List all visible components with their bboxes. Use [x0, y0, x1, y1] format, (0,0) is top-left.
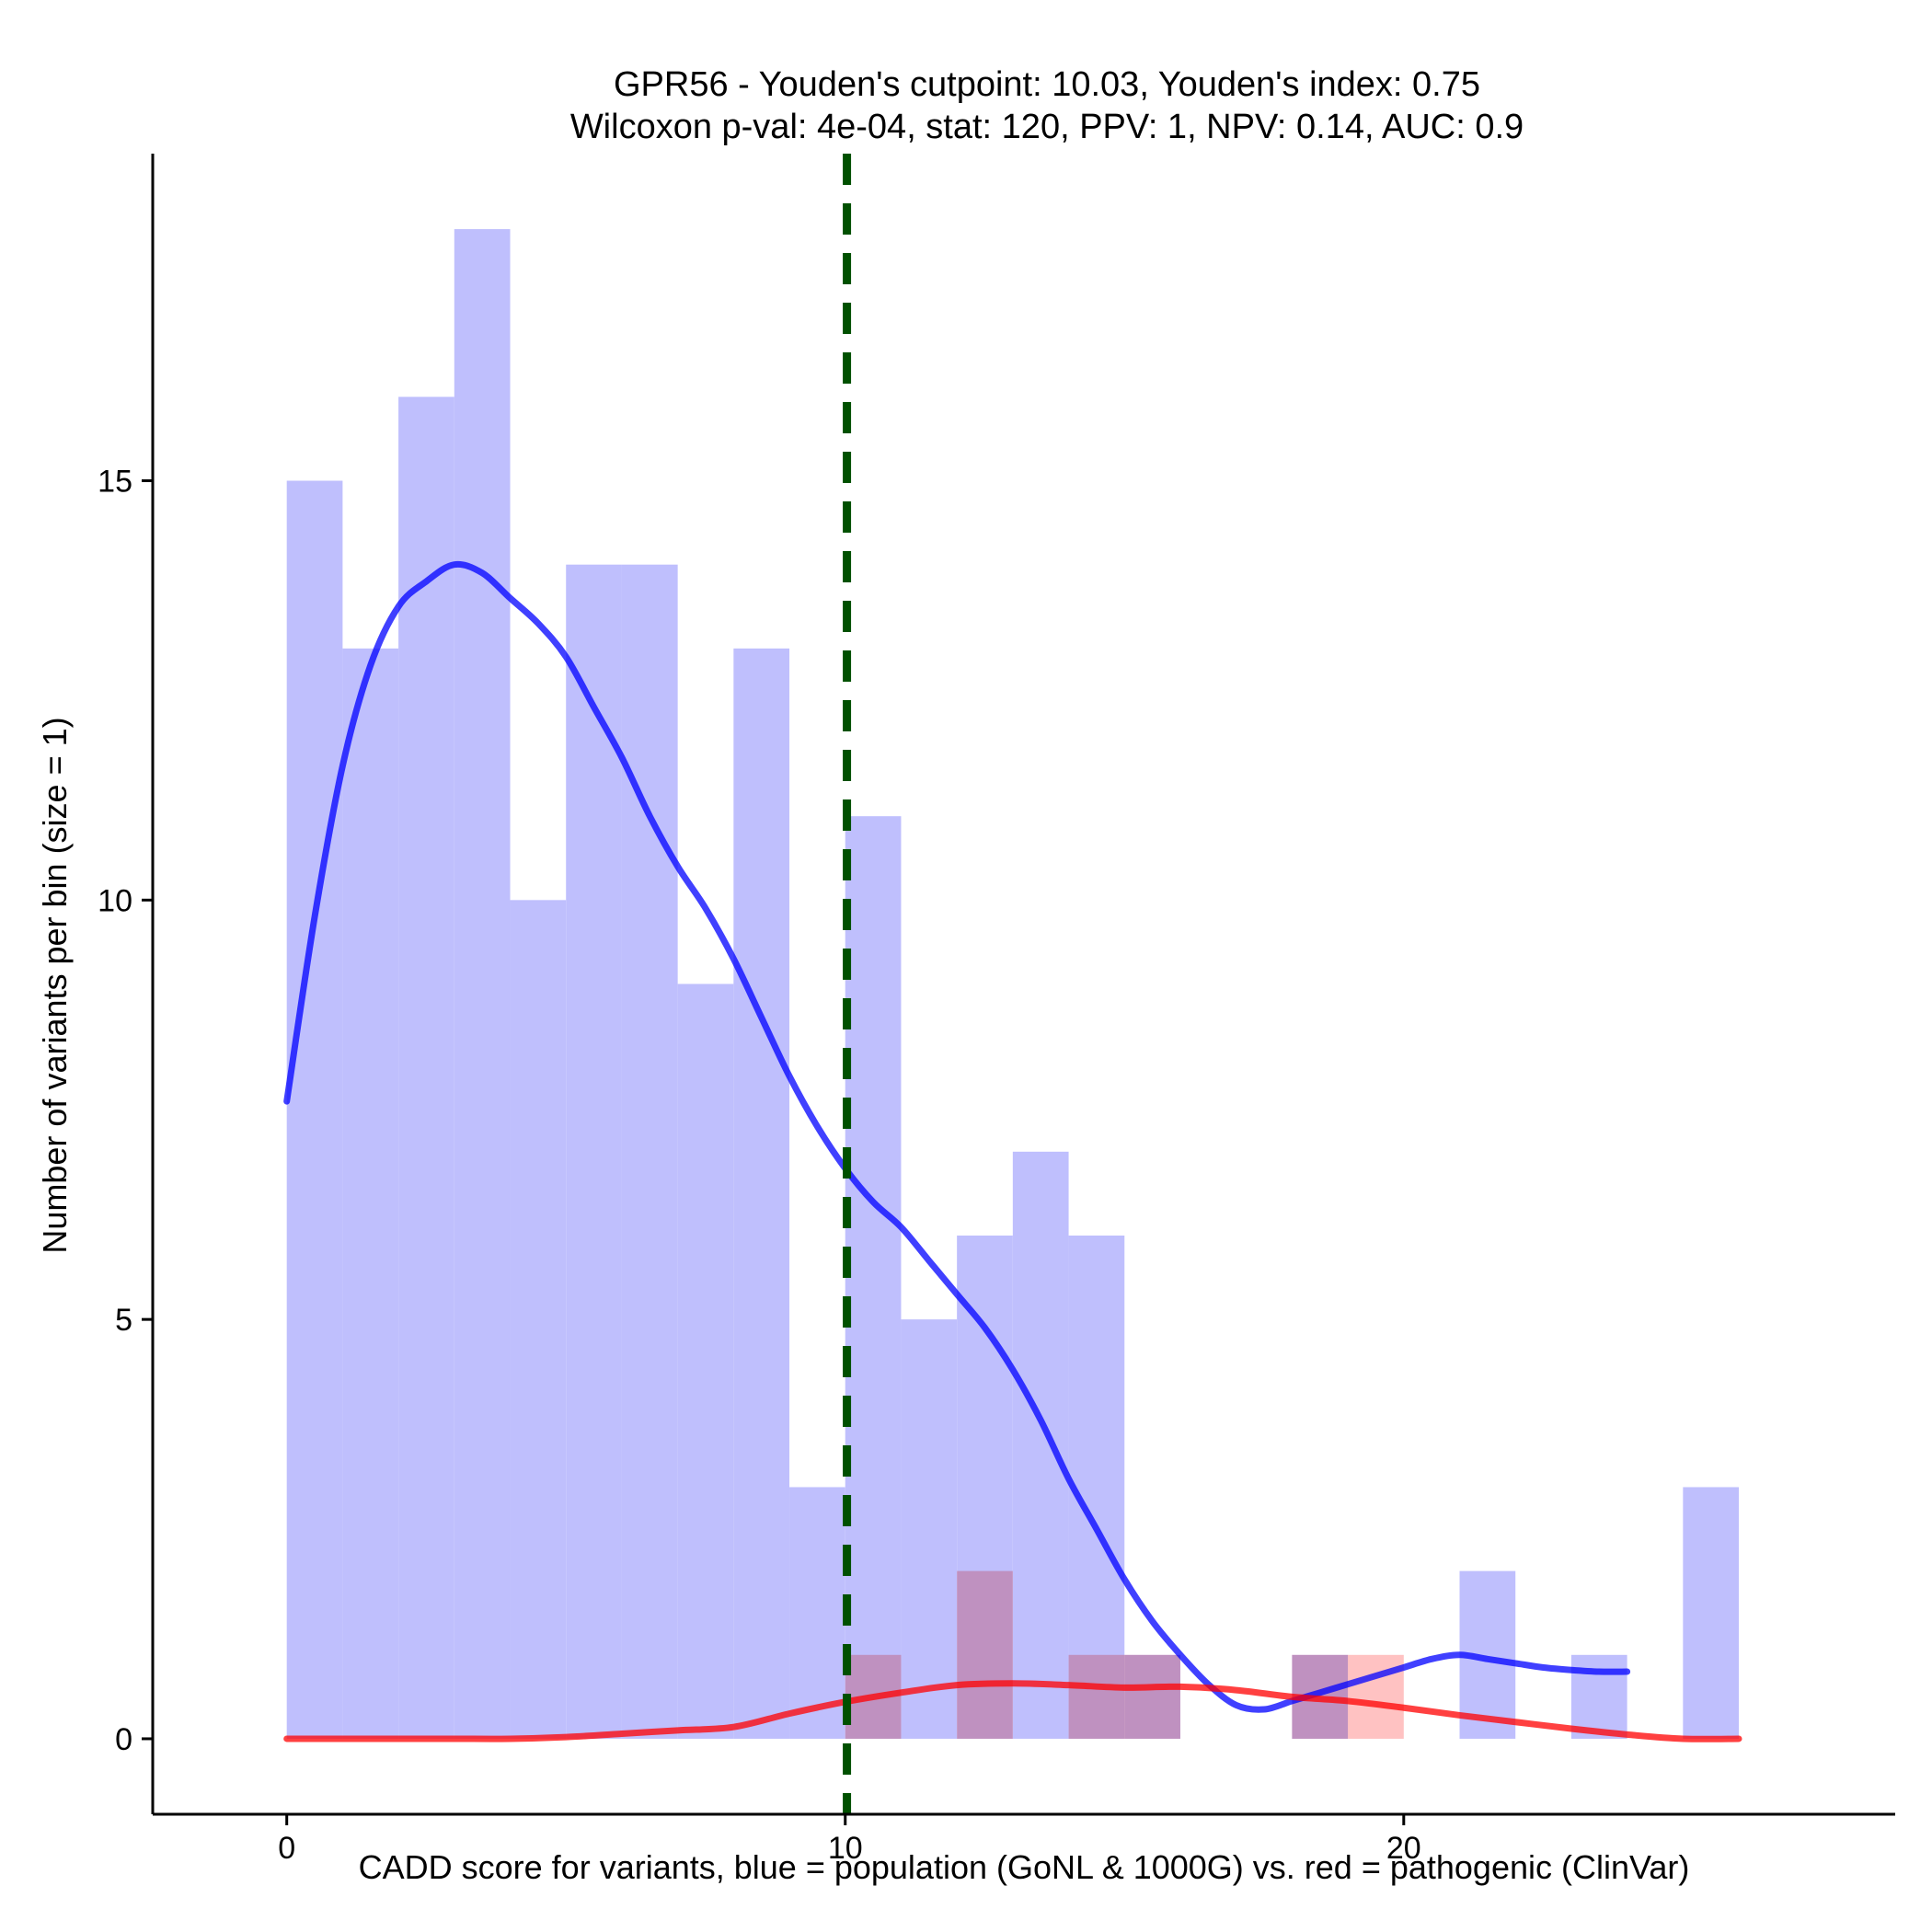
pathogenic-bars	[845, 1570, 1404, 1739]
population-bar	[510, 900, 567, 1739]
chart-title-line-2: Wilcoxon p-val: 4e-04, stat: 120, PPV: 1…	[570, 108, 1524, 146]
population-bar	[1683, 1487, 1740, 1739]
population-bar	[901, 1319, 958, 1739]
density-curves	[283, 560, 1742, 1742]
population-bar	[566, 564, 622, 1739]
population-bar	[286, 480, 343, 1739]
chart-title-line-1: GPR56 - Youden's cutpoint: 10.03, Youden…	[614, 65, 1480, 104]
population-bar	[845, 816, 902, 1739]
pathogenic-bar	[1068, 1654, 1125, 1739]
y-tick-label: 5	[115, 1303, 132, 1338]
x-tick-label: 20	[1386, 1831, 1421, 1866]
y-ticks: 0 5 10 15	[98, 465, 153, 1757]
y-axis-label: Number of variants per bin (size = 1)	[36, 717, 74, 1253]
population-bar	[621, 564, 678, 1739]
y-tick-label: 10	[98, 883, 132, 918]
population-bars	[286, 229, 1740, 1739]
population-bar	[1012, 1151, 1069, 1739]
population-bar	[733, 648, 790, 1739]
population-bar	[342, 648, 399, 1739]
pathogenic-density-line	[283, 1680, 1742, 1742]
population-density-line	[283, 560, 1631, 1713]
population-bar	[789, 1487, 845, 1739]
population-bar	[677, 983, 734, 1739]
pathogenic-bar	[1124, 1654, 1180, 1739]
x-axis-label: CADD score for variants, blue = populati…	[359, 1848, 1690, 1886]
pathogenic-bar	[957, 1570, 1013, 1739]
x-ticks: 0 10 20	[278, 1814, 1421, 1866]
x-tick-label: 0	[278, 1831, 295, 1866]
population-bar	[398, 397, 454, 1739]
y-tick-label: 0	[115, 1722, 132, 1757]
x-tick-label: 10	[828, 1831, 863, 1866]
population-bar	[454, 229, 511, 1739]
y-tick-label: 15	[98, 465, 132, 500]
